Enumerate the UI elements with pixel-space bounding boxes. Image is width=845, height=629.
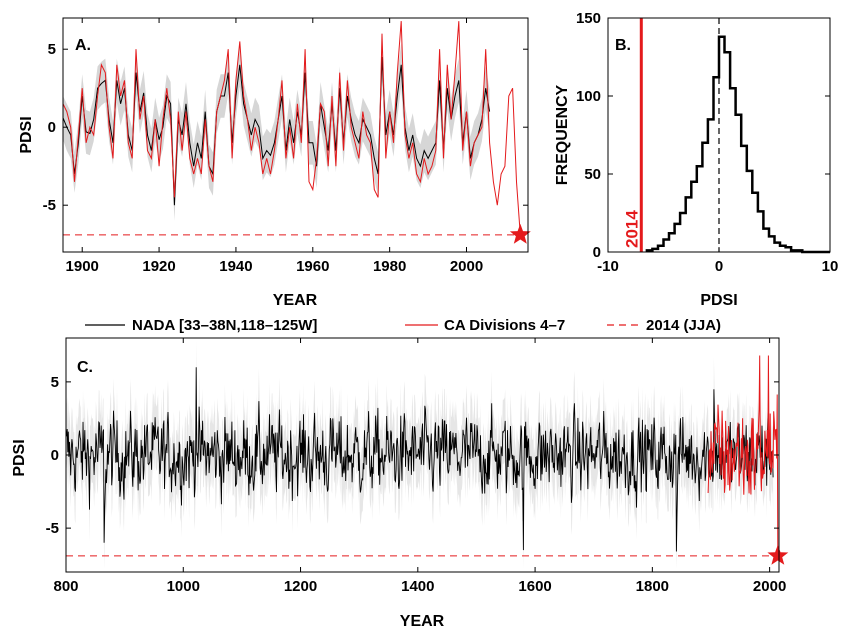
panel-b-xlabel: PDSI <box>700 292 737 309</box>
panel-b-ytick-label: 50 <box>584 166 601 183</box>
panel-b-ytick-label: 150 <box>576 10 601 27</box>
panel-c-ytick-label: 5 <box>51 374 59 391</box>
panel-c-xtick-label: 1000 <box>167 578 200 595</box>
histogram-bin <box>769 236 775 252</box>
panel-c-ylabel: PDSI <box>11 439 28 476</box>
star-2014-marker <box>767 544 789 565</box>
histogram-bin <box>680 213 686 252</box>
panel-b-label: B. <box>615 37 631 54</box>
histogram-bin <box>708 119 714 252</box>
panel-c-xtick-label: 1800 <box>636 578 669 595</box>
panel-c-xtick-label: 1400 <box>401 578 434 595</box>
panel-b-xtick-label: 0 <box>715 258 723 275</box>
panel-c-xtick-label: 2000 <box>753 578 786 595</box>
panel-c-ytick-label: -5 <box>46 520 59 537</box>
panel-a-xtick-label: 2000 <box>450 258 483 275</box>
panel-a-xtick-label: 1980 <box>373 258 406 275</box>
legend: NADA [33–38N,118–125W] CA Divisions 4–7 20… <box>85 317 721 334</box>
star-2014-marker <box>509 223 531 244</box>
histogram-bin <box>713 77 719 252</box>
nada-series-line <box>65 367 774 552</box>
panel-a-ytick-label: 0 <box>48 119 56 136</box>
histogram-bin <box>664 240 670 252</box>
histogram-bin <box>669 233 675 252</box>
ca-divisions-series-line <box>62 21 521 235</box>
histogram-bin <box>719 37 725 252</box>
panel-b-ylabel: FREQUENCY <box>554 84 571 185</box>
histogram-bin <box>736 115 742 252</box>
histogram-bin <box>775 243 781 252</box>
panel-c-label: C. <box>77 359 93 376</box>
panel-b-xtick-label: 10 <box>822 258 839 275</box>
panel-a-xlabel: YEAR <box>273 292 318 309</box>
histogram-bin <box>675 224 681 252</box>
histogram-bin <box>658 246 664 252</box>
histogram-outline <box>645 35 830 254</box>
panel-b-ytick-label: 0 <box>593 244 601 261</box>
histogram-bin <box>691 182 697 252</box>
histogram-bin <box>752 193 758 252</box>
panel-a-xtick-label: 1900 <box>66 258 99 275</box>
ca-divisions-series-line <box>707 355 779 552</box>
histogram-bin <box>780 246 786 252</box>
panel-c-ytick-label: 0 <box>51 447 59 464</box>
panel-a-label: A. <box>75 37 91 54</box>
histogram-bin <box>741 146 747 252</box>
histogram-bin <box>697 166 703 252</box>
panel-a: 1900 1920 1940 1960 1980 2000 -5 0 5 A. YEAR PDS… <box>18 17 531 309</box>
panel-a-ylabel: PDSI <box>18 116 35 153</box>
panel-c-xtick-label: 1600 <box>518 578 551 595</box>
marker-line-2014-label: 2014 <box>622 210 641 248</box>
legend-label: 2014 (JJA) <box>646 317 721 334</box>
legend-label: CA Divisions 4–7 <box>444 317 565 334</box>
histogram-bin <box>686 197 692 252</box>
panel-c-xlabel: YEAR <box>400 613 445 629</box>
panel-c-xtick-label: 1200 <box>284 578 317 595</box>
histogram-bin <box>763 229 769 252</box>
panel-c-xtick-label: 800 <box>53 578 78 595</box>
histogram-bin <box>758 211 764 252</box>
panel-a-frame <box>62 17 529 253</box>
panel-a-xtick-label: 1940 <box>219 258 252 275</box>
panel-a-ytick-label: -5 <box>43 197 56 214</box>
histogram-bin <box>725 52 731 252</box>
panel-b-ytick-label: 100 <box>576 88 601 105</box>
panel-b-xtick-label: -10 <box>597 258 619 275</box>
panel-a-ytick-label: 5 <box>48 41 56 58</box>
legend-label: NADA [33–38N,118–125W] <box>132 317 317 334</box>
panel-c: 800 1000 1200 1400 1600 1800 2000-505 C. YEAR … <box>11 337 789 629</box>
histogram-bin <box>786 247 792 252</box>
panel-a-xtick-label: 1960 <box>296 258 329 275</box>
panel-a-xtick-label: 1920 <box>142 258 175 275</box>
histogram-bin <box>747 171 753 252</box>
histogram-bin <box>730 88 736 252</box>
histogram-bin <box>702 143 708 252</box>
